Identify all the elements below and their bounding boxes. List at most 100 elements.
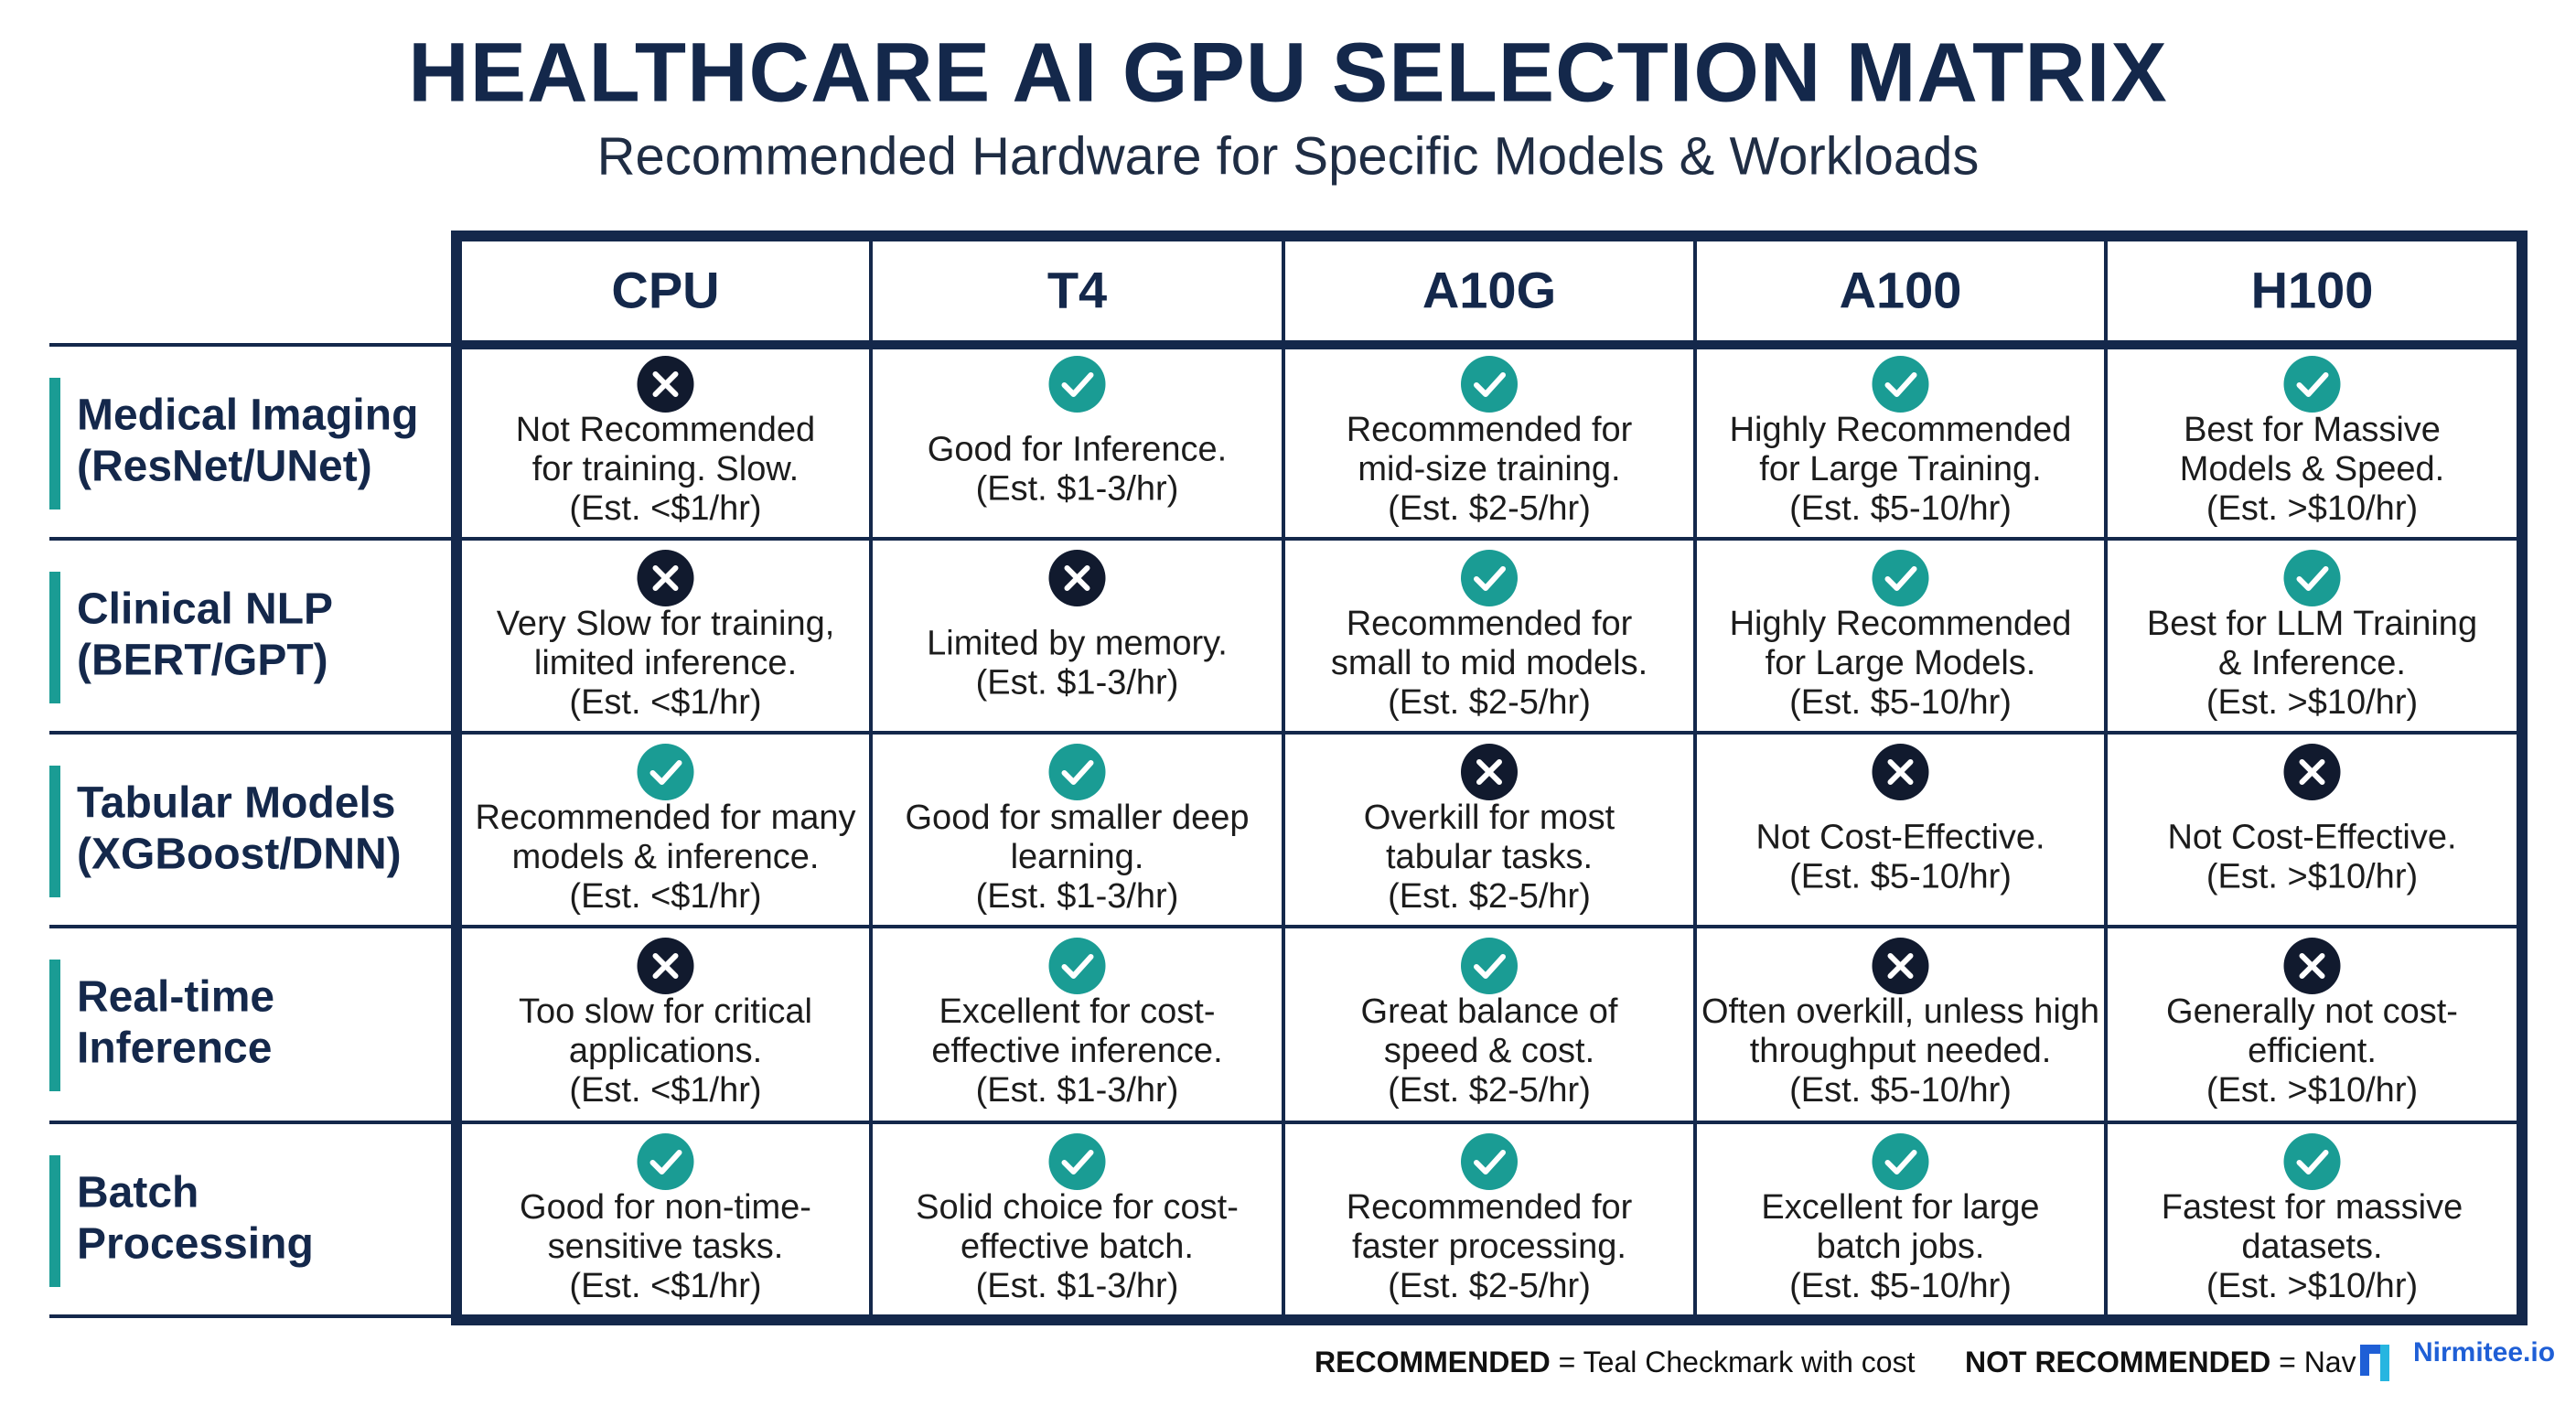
- cell-text: Excellent for large: [1761, 1188, 2039, 1227]
- cell-text: Not Cost-Effective.: [2167, 819, 2456, 857]
- check-icon: [1872, 1133, 1929, 1190]
- cell-text: Highly Recommended: [1730, 411, 2072, 449]
- icon-glyph: [2299, 953, 2325, 979]
- icon-glyph: [649, 1150, 682, 1174]
- cell-text: (Est. $5-10/hr): [1789, 1071, 2012, 1110]
- cell-text: (Est. >$10/hr): [2206, 489, 2418, 528]
- icon-glyph: [1061, 760, 1094, 785]
- icon-glyph: [1887, 953, 1914, 979]
- title: HEALTHCARE AI GPU SELECTION MATRIX: [408, 26, 2167, 119]
- cell-text: Great balance of: [1361, 992, 1618, 1031]
- subtitle: Recommended Hardware for Specific Models…: [597, 126, 1980, 186]
- icon-glyph: [1474, 1150, 1506, 1174]
- cell-text: Solid choice for cost-: [916, 1188, 1239, 1227]
- icon-circle: [2283, 550, 2341, 606]
- row-label: (XGBoost/DNN): [77, 831, 402, 879]
- cell-text: (Est. $2-5/hr): [1388, 1267, 1591, 1305]
- icon-glyph: [1064, 565, 1090, 591]
- row-accent: [49, 1155, 60, 1287]
- row-label: (ResNet/UNet): [77, 443, 372, 491]
- icon-circle: [2283, 356, 2341, 413]
- icon-circle: [1872, 356, 1929, 413]
- icon-circle: [1872, 550, 1929, 606]
- cell-text: (Est. >$10/hr): [2206, 683, 2418, 722]
- icon-glyph: [1061, 954, 1094, 979]
- cell-text: Fastest for massive: [2162, 1188, 2463, 1227]
- cell-text: sensitive tasks.: [548, 1228, 784, 1266]
- icon-glyph: [2296, 566, 2329, 591]
- cell-text: (Est. <$1/hr): [569, 489, 761, 528]
- cell-text: Overkill for most: [1364, 799, 1615, 837]
- column-header: A10G: [1422, 261, 1556, 318]
- check-icon: [2283, 356, 2341, 413]
- icon-glyph: [652, 371, 679, 397]
- row-label: Batch: [77, 1169, 199, 1217]
- icon-glyph: [1061, 372, 1094, 397]
- icon-circle: [1461, 1133, 1518, 1190]
- cell-text: speed & cost.: [1384, 1032, 1594, 1070]
- cell-text: small to mid models.: [1331, 644, 1648, 682]
- legend-key: NOT RECOMMENDED: [1965, 1346, 2270, 1378]
- cell-text: faster processing.: [1352, 1228, 1626, 1266]
- cell-text: mid-size training.: [1358, 450, 1620, 488]
- icon-circle: [1048, 1133, 1106, 1190]
- check-icon: [1048, 356, 1106, 413]
- icon-circle: [1461, 356, 1518, 413]
- cell-text: (Est. $1-3/hr): [976, 470, 1179, 509]
- icon-circle: [1048, 356, 1106, 413]
- cell-text: effective inference.: [931, 1032, 1222, 1070]
- icon-glyph: [1061, 1150, 1094, 1174]
- cell-text: applications.: [569, 1032, 762, 1070]
- icon-glyph: [652, 565, 679, 591]
- legend-text: = Teal Checkmark with cost: [1559, 1346, 1916, 1378]
- check-icon: [1461, 550, 1518, 606]
- cell-text: effective batch.: [961, 1228, 1194, 1266]
- row-label: (BERT/GPT): [77, 637, 328, 685]
- cell-text: for Large Models.: [1766, 644, 2036, 682]
- icon-glyph: [1476, 759, 1502, 785]
- cell-text: Not Cost-Effective.: [1755, 819, 2045, 857]
- icon-glyph: [2299, 759, 2325, 785]
- cell-text: (Est. <$1/hr): [569, 877, 761, 916]
- cell-text: Not Recommended: [516, 411, 815, 449]
- icon-circle: [1461, 550, 1518, 606]
- cell-text: (Est. $5-10/hr): [1789, 1267, 2012, 1305]
- column-header: CPU: [611, 261, 719, 318]
- cell-text: tabular tasks.: [1386, 838, 1593, 876]
- cell-text: learning.: [1011, 838, 1144, 876]
- icon-glyph: [1884, 1150, 1917, 1174]
- cell-text: limited inference.: [534, 644, 797, 682]
- cell-text: Generally not cost-: [2166, 992, 2458, 1031]
- cell-text: Good for smaller deep: [906, 799, 1250, 837]
- icon-glyph: [1474, 566, 1506, 591]
- cell-text: Recommended for: [1347, 411, 1633, 449]
- check-icon: [2283, 550, 2341, 606]
- check-icon: [1461, 1133, 1518, 1190]
- icon-glyph: [652, 953, 679, 979]
- icon-glyph: [2296, 372, 2329, 397]
- check-icon: [2283, 1133, 2341, 1190]
- icon-circle: [1872, 1133, 1929, 1190]
- cell-text: Recommended for: [1347, 605, 1633, 643]
- cell-text: (Est. $2-5/hr): [1388, 877, 1591, 916]
- cell-text: (Est. $2-5/hr): [1388, 489, 1591, 528]
- cell-text: throughput needed.: [1750, 1032, 2052, 1070]
- icon-glyph: [2296, 1150, 2329, 1174]
- cell-text: Highly Recommended: [1730, 605, 2072, 643]
- cell-text: (Est. >$10/hr): [2206, 858, 2418, 896]
- cell-text: (Est. <$1/hr): [569, 683, 761, 722]
- icon-circle: [637, 1133, 694, 1190]
- cell-text: Good for non-time-: [520, 1188, 811, 1227]
- row-label: Clinical NLP: [77, 585, 333, 634]
- row-accent: [49, 766, 60, 897]
- cell-text: for Large Training.: [1759, 450, 2041, 488]
- check-icon: [637, 744, 694, 800]
- icon-glyph: [1474, 372, 1506, 397]
- icon-circle: [1048, 938, 1106, 994]
- row-label: Medical Imaging: [77, 391, 418, 440]
- icon-glyph: [1474, 954, 1506, 979]
- row-label: Inference: [77, 1024, 272, 1073]
- row-label: Tabular Models: [77, 779, 396, 828]
